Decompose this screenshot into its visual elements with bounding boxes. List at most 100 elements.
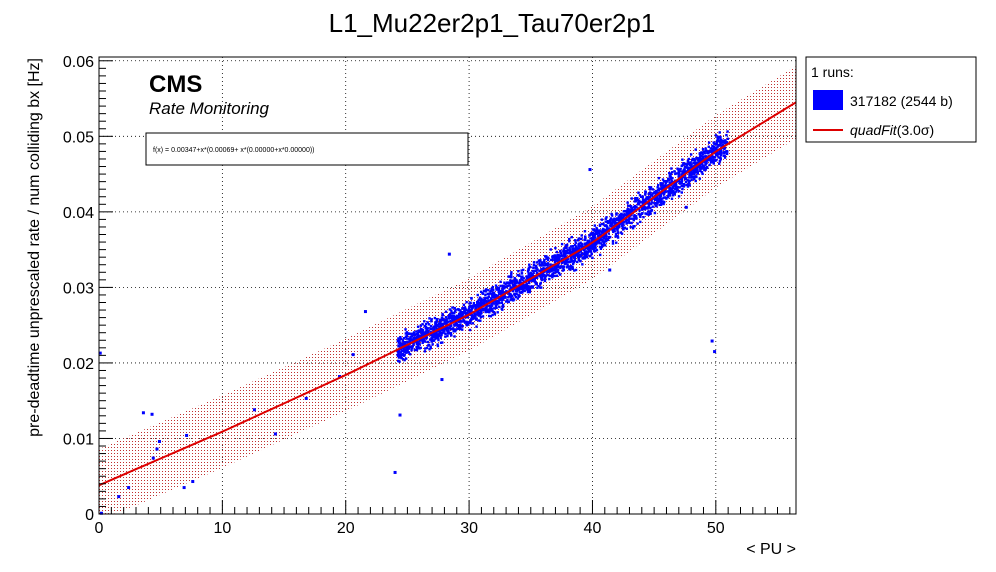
data-point	[504, 296, 507, 299]
data-point	[545, 255, 548, 258]
data-point	[523, 289, 526, 293]
data-point	[415, 347, 419, 350]
data-point	[480, 311, 483, 315]
data-point	[396, 353, 399, 357]
data-point	[568, 247, 571, 251]
data-point	[484, 306, 487, 310]
data-point	[513, 278, 517, 282]
data-point	[555, 274, 559, 277]
data-point	[659, 182, 662, 185]
data-point	[543, 258, 546, 262]
data-point	[680, 181, 683, 185]
data-point	[716, 153, 720, 156]
data-point	[489, 304, 493, 307]
data-point	[545, 264, 548, 267]
data-point	[539, 282, 542, 286]
data-point	[397, 359, 400, 363]
data-point	[717, 156, 720, 159]
data-point	[464, 307, 467, 310]
data-point	[456, 327, 459, 330]
data-point	[726, 130, 729, 133]
data-point	[458, 326, 461, 329]
data-point	[491, 300, 495, 304]
data-point	[514, 295, 518, 299]
data-point	[411, 346, 414, 349]
data-point	[558, 273, 562, 276]
data-point	[489, 290, 493, 293]
legend: 1 runs: 317182 (2544 b) quadFit(3.0σ)	[805, 56, 977, 143]
data-point	[449, 331, 453, 335]
data-point	[273, 432, 277, 436]
data-point	[564, 253, 567, 257]
data-point	[677, 179, 681, 183]
data-point	[429, 330, 432, 334]
data-point	[424, 322, 428, 326]
data-point	[705, 161, 708, 165]
data-point	[591, 246, 595, 249]
data-point	[573, 259, 577, 262]
data-point	[583, 242, 587, 245]
data-point	[471, 306, 474, 309]
data-point	[690, 171, 693, 174]
data-point	[540, 278, 543, 281]
data-point	[435, 331, 438, 334]
data-point	[478, 314, 481, 317]
data-point	[604, 217, 607, 220]
data-point	[553, 274, 556, 278]
data-point	[550, 268, 553, 272]
data-point	[520, 277, 523, 280]
data-point	[651, 192, 654, 195]
data-point	[570, 266, 573, 269]
data-point	[393, 470, 397, 474]
data-point	[655, 205, 658, 208]
data-point	[426, 327, 429, 330]
data-point	[718, 152, 721, 155]
data-point	[415, 333, 418, 336]
data-point	[629, 225, 632, 229]
data-point	[628, 204, 632, 208]
data-point	[625, 227, 628, 230]
data-point	[496, 294, 500, 298]
data-point	[441, 313, 444, 317]
data-point	[594, 240, 597, 244]
data-point	[531, 269, 534, 273]
data-point	[595, 228, 599, 231]
data-point	[444, 310, 448, 313]
data-point	[558, 265, 562, 269]
data-point	[469, 309, 472, 313]
data-point	[657, 187, 661, 191]
data-point	[408, 332, 412, 335]
data-point	[715, 141, 719, 144]
data-point	[699, 165, 703, 169]
data-point	[573, 243, 577, 247]
data-point	[436, 334, 439, 337]
data-point	[534, 266, 538, 269]
data-point	[664, 186, 667, 189]
data-point	[438, 318, 442, 321]
data-point	[427, 343, 431, 347]
data-point	[583, 235, 587, 238]
data-point	[673, 193, 676, 196]
data-point	[525, 282, 528, 286]
data-point	[462, 306, 466, 310]
data-point	[681, 158, 684, 161]
data-point	[407, 337, 411, 340]
data-point	[398, 360, 401, 363]
data-point	[642, 215, 645, 219]
data-point	[542, 264, 546, 267]
data-point	[478, 296, 482, 299]
data-point	[483, 303, 486, 306]
data-point	[398, 356, 401, 359]
data-point	[703, 152, 707, 155]
data-point	[661, 183, 664, 186]
data-point	[397, 345, 400, 348]
y-axis-ticks: 0 0.01 0.02 0.03 0.04 0.05 0.06	[63, 54, 113, 524]
data-point	[401, 349, 405, 353]
data-point	[471, 304, 475, 307]
data-point	[600, 245, 604, 249]
data-point	[555, 267, 558, 270]
data-point	[405, 334, 409, 337]
data-point	[604, 220, 607, 223]
data-point	[423, 324, 426, 328]
data-point	[449, 323, 452, 327]
